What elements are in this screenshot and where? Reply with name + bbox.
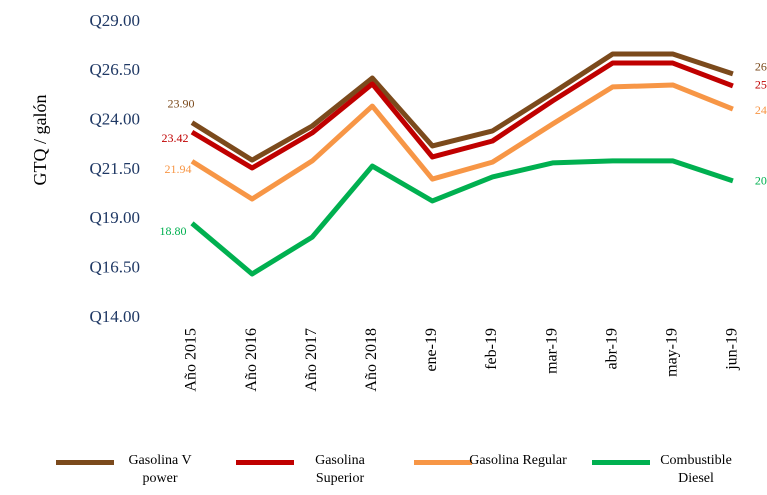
legend-item: Combustible Diesel xyxy=(592,452,767,495)
y-tick-label: Q26.50 xyxy=(89,60,140,79)
chart: GTQ / galón Q14.00 Q16.50 Q19.00 Q21.50 Q24.… xyxy=(30,11,767,392)
legend-swatch xyxy=(56,460,114,465)
series-line xyxy=(190,60,734,171)
x-tick-label: Año 2017 xyxy=(303,328,320,392)
legend-label: Gasolina Superior xyxy=(315,453,365,486)
y-axis-label: GTQ / galón xyxy=(30,95,50,186)
y-tick-label: Q16.50 xyxy=(89,258,140,277)
x-tick-label: ene-19 xyxy=(423,328,440,372)
x-tick-label: mar-19 xyxy=(543,328,560,374)
x-tick-label: jun-19 xyxy=(724,328,741,371)
legend-label: Combustible Diesel xyxy=(660,453,732,486)
legend-label: Gasolina V power xyxy=(128,453,192,486)
data-label: 21.94 xyxy=(165,162,192,176)
legend-swatch xyxy=(236,460,294,465)
data-label: 20.95 xyxy=(755,174,767,188)
legend-label: Gasolina Regular xyxy=(469,453,567,468)
legend-swatch xyxy=(414,460,472,465)
x-tick-label: feb-19 xyxy=(483,328,500,370)
y-tick-label: Q29.00 xyxy=(89,11,140,30)
legend-item: Gasolina Regular xyxy=(414,452,594,495)
legend: Gasolina V power Gasolina Superior Gasolin… xyxy=(0,452,767,495)
legend-item: Gasolina Superior xyxy=(236,452,416,495)
data-label: 18.80 xyxy=(160,224,187,238)
y-tick-label: Q19.00 xyxy=(89,208,140,227)
data-label: 24.59 xyxy=(755,103,767,117)
data-label: 23.90 xyxy=(168,96,195,110)
x-tick-label: Año 2015 xyxy=(183,328,200,392)
data-label: 25.76 xyxy=(755,78,767,92)
x-tick-label: may-19 xyxy=(663,328,680,377)
series-line xyxy=(190,82,734,202)
legend-item: Gasolina V power xyxy=(56,452,236,495)
x-tick-label: Año 2016 xyxy=(243,328,260,392)
data-label: 23.42 xyxy=(162,131,189,145)
series-line xyxy=(190,158,734,277)
y-tick-label: Q21.50 xyxy=(89,159,140,178)
data-label: 26.37 xyxy=(755,60,767,74)
legend-swatch xyxy=(592,460,650,465)
y-tick-label: Q14.00 xyxy=(89,307,140,326)
series-line xyxy=(190,51,734,163)
x-tick-label: Año 2018 xyxy=(363,328,380,392)
y-tick-label: Q24.00 xyxy=(89,110,140,129)
x-tick-label: abr-19 xyxy=(603,328,620,369)
